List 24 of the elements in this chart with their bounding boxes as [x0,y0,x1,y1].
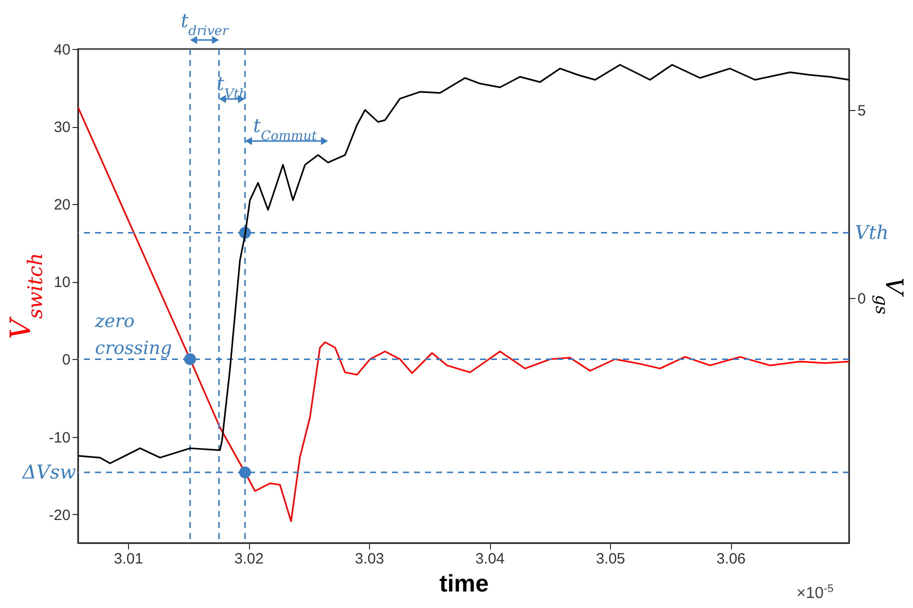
x-tick-label: 3.01 [114,550,144,568]
text: t$_{driver}$ [180,10,230,38]
line-series [78,64,849,464]
x-tick-label: 3.02 [234,550,264,568]
annotation: t$_{Commut}$ [253,115,318,144]
x-tick-label: 3.03 [354,550,384,568]
text: ×10$^{-5}$ [796,583,834,602]
x-tick-label: 3.04 [475,550,505,568]
y2-tick-label: 0 [858,290,866,308]
x-tick-label: 3.05 [596,550,626,568]
y-tick-label: 10 [54,274,70,292]
annotation: zero crossing [94,311,172,359]
y-tick-label: 40 [54,42,70,58]
y-tick-label: -10 [48,429,70,446]
y-tick-label: 20 [54,196,70,214]
y2-tick-label: 5 [858,102,866,120]
ref-line-label: Vth [855,222,889,244]
x-tick-label: 3.06 [716,550,746,568]
y-tick-label: 0 [62,352,70,369]
ref-line-label: ΔVsw [22,461,76,484]
x-axis-title: time [439,570,489,598]
y-tick-label: -20 [48,506,70,524]
y-tick-label: 30 [54,119,70,136]
line-series [78,106,849,522]
